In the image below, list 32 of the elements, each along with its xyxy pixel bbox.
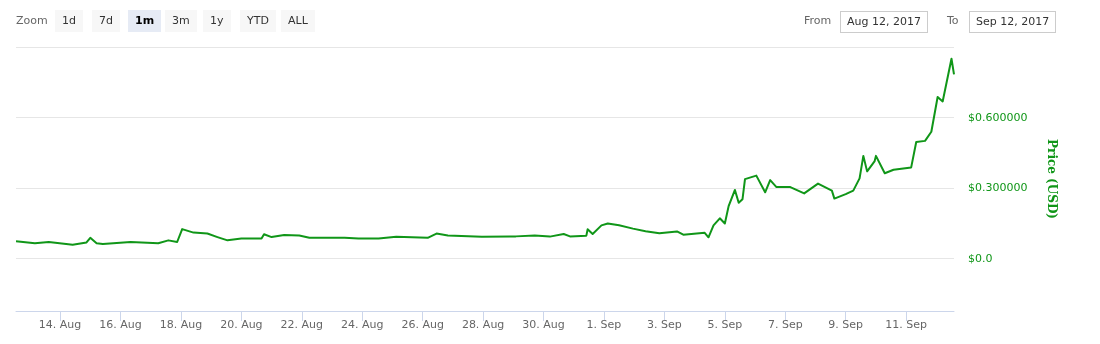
y-axis-title: Price (USD) bbox=[1045, 139, 1059, 219]
text: Sep 12, 2017 bbox=[969, 11, 1057, 33]
x-tick-label: 30. Aug bbox=[522, 318, 565, 331]
x-tick-label: 11. Sep bbox=[885, 318, 928, 331]
y-tick-label: $0.600000 bbox=[968, 110, 1028, 124]
text: 1y bbox=[203, 10, 231, 32]
x-tick-label: 14. Aug bbox=[38, 318, 82, 331]
text: To bbox=[947, 14, 959, 27]
text: YTD bbox=[240, 10, 276, 32]
text: ALL bbox=[281, 10, 315, 32]
x-tick-label: 22. Aug bbox=[280, 318, 324, 331]
text: 1d bbox=[55, 10, 83, 32]
y-tick-label: $0.300000 bbox=[968, 181, 1028, 195]
x-tick-label: 7. Sep bbox=[767, 318, 803, 331]
x-tick-label: 26. Aug bbox=[401, 318, 444, 331]
text: Zoom bbox=[16, 14, 48, 27]
x-tick-label: 5. Sep bbox=[707, 318, 743, 331]
x-tick-label: 16. Aug bbox=[99, 318, 142, 331]
text: 1m bbox=[128, 10, 162, 32]
text: From bbox=[804, 14, 832, 27]
text: Aug 12, 2017 bbox=[840, 11, 928, 33]
line-series bbox=[15, 57, 955, 246]
text: 7d bbox=[92, 10, 120, 32]
x-tick-label: 24. Aug bbox=[341, 318, 384, 331]
x-tick-label: 18. Aug bbox=[159, 318, 203, 331]
x-tick-label: 28. Aug bbox=[461, 318, 505, 331]
x-tick-label: 1. Sep bbox=[586, 318, 622, 331]
x-tick-label: 9. Sep bbox=[828, 318, 864, 331]
x-tick-label: 3. Sep bbox=[647, 318, 682, 331]
y-tick-label: $0.0 bbox=[968, 251, 993, 265]
text: 3m bbox=[165, 10, 197, 32]
x-tick-label: 20. Aug bbox=[220, 318, 263, 331]
